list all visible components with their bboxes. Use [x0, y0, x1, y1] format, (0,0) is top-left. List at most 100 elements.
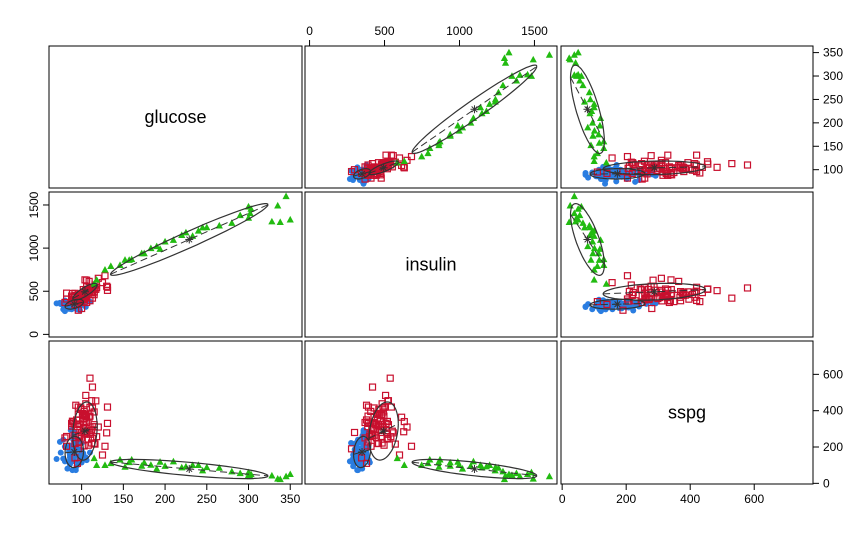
data-point-group2 — [713, 163, 721, 171]
data-point-group2 — [382, 151, 390, 159]
panel-glucose-vs-insulin — [48, 191, 303, 338]
data-point-group2 — [383, 417, 391, 426]
data-point-group2 — [364, 412, 372, 420]
data-point-group3 — [588, 119, 597, 126]
data-point-group2 — [743, 284, 752, 292]
data-point-group2 — [389, 429, 397, 437]
data-point-group2 — [61, 434, 69, 442]
data-point-group1 — [585, 174, 592, 181]
tick-label: 1000 — [446, 24, 473, 38]
centroid-star-group1 — [358, 447, 367, 456]
data-point-group3 — [93, 276, 101, 283]
data-point-group2 — [103, 403, 112, 411]
tick-label: 500 — [27, 281, 41, 301]
data-point-group2 — [82, 391, 90, 400]
data-point-group2 — [382, 419, 390, 427]
panel-sspg-vs-insulin — [560, 191, 814, 338]
ellipse-group2 — [602, 282, 707, 301]
data-point-group3 — [454, 121, 462, 129]
ellipse-group2 — [72, 401, 98, 461]
data-point-group3 — [246, 209, 254, 217]
data-point-group2 — [386, 374, 394, 382]
centroid-star-group2 — [379, 427, 388, 436]
tick-label: 500 — [375, 24, 395, 38]
y-axis-insulin: 0 500 1000 1500 — [27, 191, 50, 338]
data-point-group3 — [494, 464, 503, 471]
data-point-group3 — [589, 249, 597, 257]
data-point-group3 — [203, 223, 211, 231]
tick-label: 350 — [823, 46, 843, 60]
data-point-group2 — [649, 276, 657, 284]
data-point-group3 — [565, 54, 573, 62]
data-point-group3 — [499, 81, 507, 89]
x-axis-glucose: 100 150 200 250 300 350 — [72, 483, 301, 506]
data-point-group3 — [576, 76, 584, 84]
data-point-group2 — [384, 397, 393, 405]
data-point-group2 — [374, 439, 383, 447]
data-point-group3 — [476, 103, 485, 111]
data-point-group3 — [585, 88, 593, 96]
data-point-group2 — [88, 397, 96, 405]
data-point-group2 — [91, 440, 99, 448]
data-point-group2 — [103, 419, 112, 427]
y-axis-glucose: 100 150 200 250 300 350 — [812, 46, 843, 177]
data-point-group3 — [194, 226, 203, 234]
ellipse-group1 — [352, 167, 372, 180]
data-point-group3 — [393, 454, 401, 462]
data-point-group3 — [602, 280, 610, 287]
x-axis-insulin: 0 500 1000 1500 — [306, 24, 548, 47]
data-point-group2 — [623, 272, 632, 280]
data-point-group2 — [81, 417, 89, 426]
data-point-group3 — [140, 458, 148, 466]
centroid-star-group3 — [185, 464, 194, 473]
data-point-group1 — [607, 300, 614, 307]
data-point-group3 — [574, 205, 582, 212]
data-point-group2 — [388, 427, 396, 435]
data-point-group3 — [268, 471, 276, 479]
ellipse-group3 — [411, 64, 538, 154]
tick-label: 250 — [823, 92, 843, 106]
regression-line-group2 — [603, 166, 706, 170]
data-point-group1 — [602, 180, 609, 187]
diagonal-label-insulin: insulin — [405, 255, 456, 275]
data-point-group2 — [103, 282, 111, 290]
tick-label: 200 — [823, 440, 843, 454]
data-point-group2 — [728, 294, 736, 302]
data-point-group3 — [282, 472, 290, 480]
data-point-group2 — [593, 168, 601, 176]
data-point-group3 — [580, 97, 589, 105]
panel-frame — [48, 191, 303, 338]
centroid-star-group3 — [583, 105, 592, 114]
data-point-group3 — [469, 114, 478, 121]
data-point-group3 — [244, 214, 253, 221]
data-point-group2 — [696, 297, 704, 306]
data-point-group3 — [512, 469, 521, 477]
data-point-group3 — [595, 130, 603, 138]
centroid-star-group3 — [470, 464, 479, 473]
tick-label: 1500 — [521, 24, 548, 38]
data-point-group2 — [648, 304, 656, 313]
data-point-group1 — [83, 457, 90, 464]
regression-line-group2 — [603, 289, 706, 295]
data-point-group1 — [57, 449, 64, 456]
panel-marks — [565, 192, 752, 315]
data-point-group2 — [101, 272, 109, 280]
data-point-group2 — [636, 162, 644, 170]
tick-label: 100 — [823, 163, 843, 177]
centroid-star-group3 — [470, 105, 479, 114]
data-point-group2 — [666, 296, 674, 304]
data-point-group2 — [83, 276, 91, 284]
x-axis-sspg: 0 200 400 600 — [559, 483, 765, 506]
data-point-group2 — [629, 160, 637, 168]
data-point-group2 — [86, 374, 94, 382]
panel-glucose-vs-sspg — [48, 340, 303, 485]
tick-label: 600 — [744, 492, 764, 506]
data-point-group2 — [619, 306, 627, 314]
data-point-group3 — [500, 475, 509, 483]
data-point-group2 — [658, 168, 666, 176]
y-axis-sspg: 0 200 400 600 — [812, 367, 843, 490]
data-point-group3 — [156, 458, 164, 465]
panel-frame — [304, 340, 558, 485]
data-point-group3 — [93, 461, 101, 468]
data-point-group2 — [608, 279, 616, 287]
